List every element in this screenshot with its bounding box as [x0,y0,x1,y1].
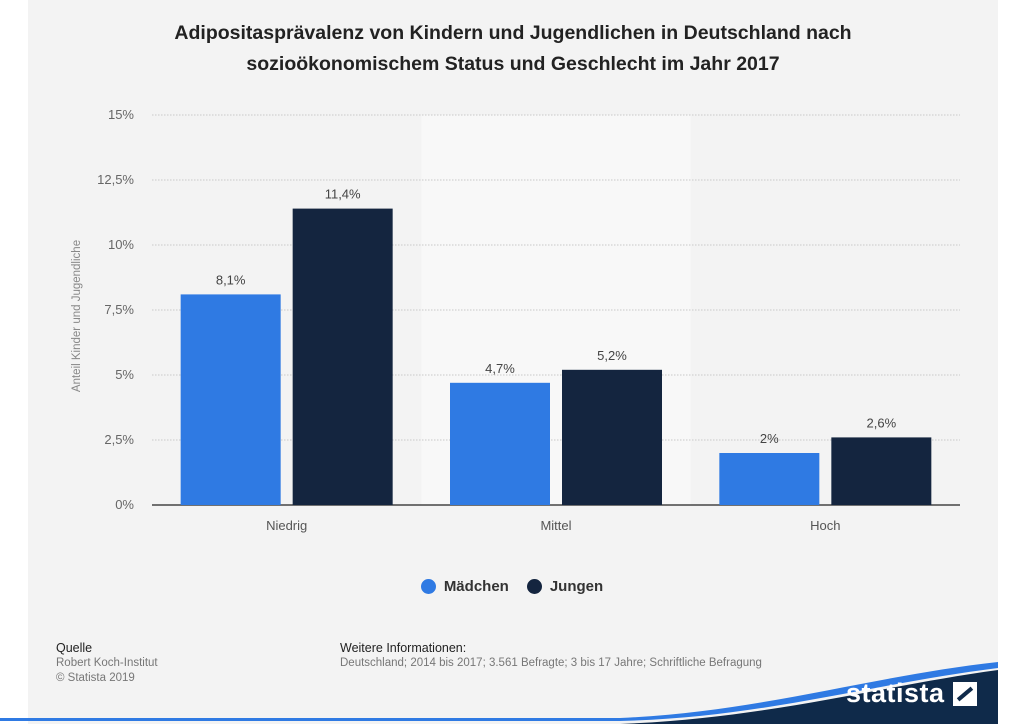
bar [450,382,550,505]
source-line-1[interactable]: Robert Koch-Institut [56,657,158,669]
legend-label-maedchen: Mädchen [443,578,509,595]
legend-item-jungen[interactable]: Jungen [526,578,604,595]
source-line-2: © Statista 2019 [56,672,135,684]
chart-title-line-2: sozioökonomischem Status und Geschlecht … [246,53,780,75]
swoosh-blue-line [0,662,998,721]
y-tick-label: 15% [108,107,134,122]
legend-swatch-maedchen [420,579,436,594]
y-tick-label: 10% [108,237,134,252]
y-tick-label: 7,5% [104,302,134,317]
x-tick-label: Mittel [540,518,571,533]
data-label: 8,1% [216,272,246,287]
source-block: Quelle Robert Koch-Institut © Statista 2… [56,641,158,686]
info-heading: Weitere Informationen: [340,641,467,655]
data-label: 11,4% [325,187,361,202]
bar [562,369,662,505]
y-tick-label: 2,5% [104,432,134,447]
statista-logo[interactable]: statista [846,678,977,709]
x-tick-label: Niedrig [266,518,307,533]
bar [719,453,820,505]
data-label: 2,6% [867,415,897,430]
y-tick-label: 5% [115,367,134,382]
source-heading: Quelle [56,641,93,655]
info-block: Weitere Informationen: Deutschland; 2014… [340,641,762,671]
data-label: 4,7% [485,361,515,376]
bar [292,208,393,505]
legend-label-jungen: Jungen [549,578,604,595]
info-text: Deutschland; 2014 bis 2017; 3.561 Befrag… [340,657,762,669]
y-tick-label: 0% [115,497,134,512]
legend-item-maedchen[interactable]: Mädchen [420,578,509,595]
statista-logo-icon [952,681,977,706]
chart-title: Adipositasprävalenz von Kindern und Juge… [28,18,998,80]
chart-title-line-1: Adipositasprävalenz von Kindern und Juge… [174,22,852,44]
bar [831,437,932,505]
statista-logo-text: statista [846,678,945,708]
x-tick-label: Hoch [810,518,840,533]
bar [180,294,281,505]
legend-swatch-jungen [526,579,542,594]
y-axis-label: Anteil Kinder und Jugendliche [71,240,83,392]
data-label: 2% [760,431,779,446]
legend: Mädchen Jungen [0,578,1024,595]
y-tick-label: 12,5% [97,172,134,187]
swoosh-dark-band [620,670,998,724]
data-label: 5,2% [597,348,627,363]
